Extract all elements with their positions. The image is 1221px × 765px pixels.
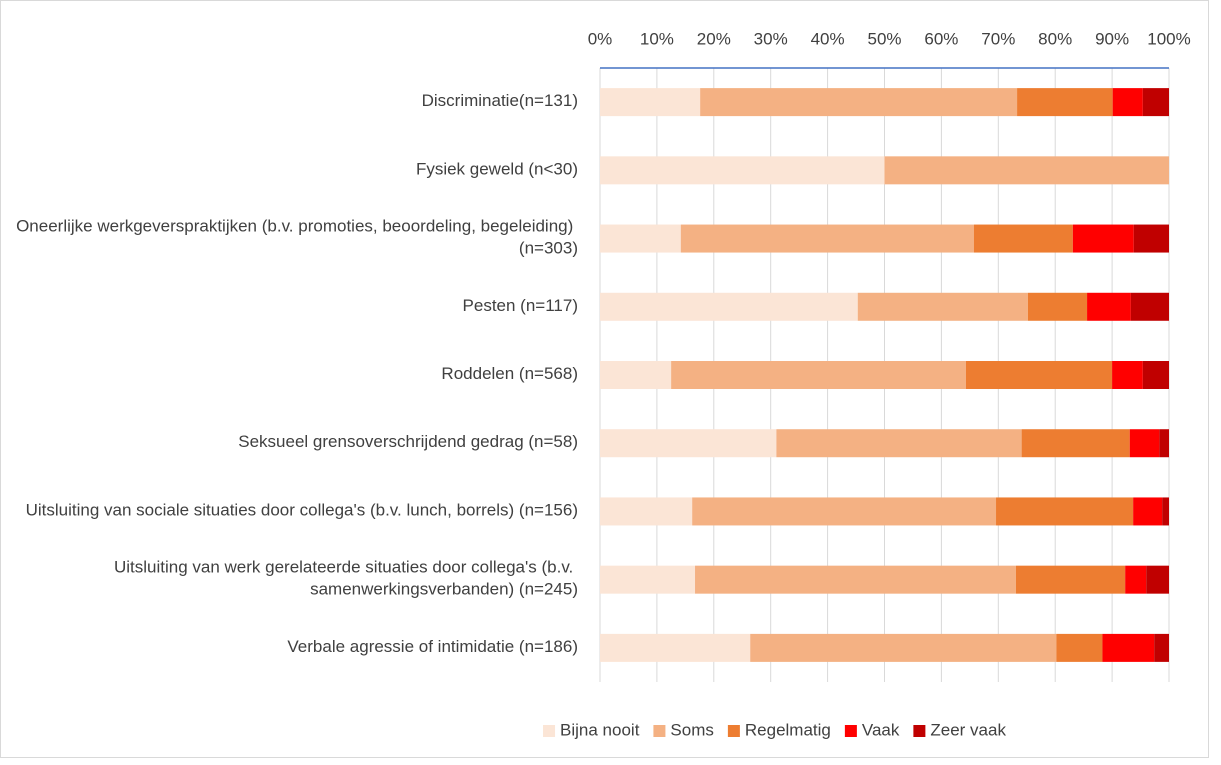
bar-segment <box>1154 633 1169 662</box>
y-tick-label: Oneerlijke werkgeverspraktijken (b.v. pr… <box>16 217 578 258</box>
bar-segment <box>1142 361 1169 389</box>
bar-segment <box>1021 429 1130 458</box>
bar-segment <box>600 633 751 662</box>
bar-segment <box>1146 565 1169 594</box>
x-tick-label: 90% <box>1095 29 1129 48</box>
y-tick-label: Roddelen (n=568) <box>441 364 578 383</box>
bar-segment <box>680 224 974 253</box>
bar-segment <box>600 429 777 458</box>
bar-segment <box>600 292 858 321</box>
bar-segment <box>1017 88 1113 117</box>
x-tick-label: 100% <box>1147 29 1190 48</box>
legend-swatch <box>844 725 857 737</box>
x-tick-label: 30% <box>754 29 788 48</box>
bar-segment <box>671 361 966 389</box>
bar-segment <box>996 497 1134 526</box>
bar-segment <box>600 88 701 117</box>
bar-segment <box>1087 292 1131 321</box>
bar-segment <box>750 633 1057 662</box>
legend: Bijna nooit Soms Regelmatig Vaak Zeer vaak <box>543 720 1006 739</box>
bar-segment <box>700 88 1018 117</box>
x-tick-label: 60% <box>924 29 958 48</box>
bar-segment <box>965 361 1113 389</box>
bar-segment <box>600 565 696 594</box>
x-tick-label: 40% <box>811 29 845 48</box>
y-tick-label: Fysiek geweld (n<30) <box>416 160 578 179</box>
bar-segment <box>973 224 1073 253</box>
bar-segment <box>1129 429 1160 458</box>
bar-segment <box>1102 633 1155 662</box>
x-tick-label: 10% <box>640 29 674 48</box>
bar-segment <box>695 565 1016 594</box>
bar-segment <box>600 361 672 389</box>
bar-segment <box>692 497 997 526</box>
bar-segment <box>1015 565 1126 594</box>
bar-segment <box>1162 497 1169 526</box>
y-tick-label: Pesten (n=117) <box>463 296 578 315</box>
bar-segment <box>1056 633 1103 662</box>
legend-label: Vaak <box>862 720 900 739</box>
legend-label: Bijna nooit <box>560 720 640 739</box>
y-tick-label: Discriminatie(n=131) <box>422 92 578 111</box>
x-tick-label: 80% <box>1038 29 1072 48</box>
bar-segment <box>884 156 1169 185</box>
bar-segment <box>1112 361 1143 389</box>
y-tick-label: Uitsluiting van sociale situaties door c… <box>26 501 578 520</box>
bar-segment <box>1159 429 1169 458</box>
y-tick-label: Seksueel grensoverschrijdend gedrag (n=5… <box>238 433 578 452</box>
legend-swatch <box>913 725 926 737</box>
legend-label: Regelmatig <box>745 720 831 739</box>
bar-segment <box>857 292 1028 321</box>
bar-segment <box>600 224 681 253</box>
legend-label: Zeer vaak <box>930 720 1006 739</box>
bar-segment <box>1125 565 1147 594</box>
bar-segment <box>1142 88 1169 117</box>
x-tick-label: 20% <box>697 29 731 48</box>
bar-segment <box>1072 224 1134 253</box>
bar-segment <box>1133 224 1169 253</box>
legend-swatch <box>727 725 740 737</box>
legend-swatch <box>653 725 666 737</box>
bar-segment <box>1027 292 1088 321</box>
x-tick-label: 70% <box>981 29 1015 48</box>
bar-segment <box>776 429 1022 458</box>
legend-swatch <box>543 725 556 737</box>
x-tick-label: 50% <box>867 29 901 48</box>
x-tick-label: 0% <box>588 29 613 48</box>
bar-segment <box>600 497 693 526</box>
bar-segment <box>1133 497 1163 526</box>
bar-segment <box>1112 88 1143 117</box>
y-tick-label: Uitsluiting van werk gerelateerde situat… <box>114 558 578 599</box>
bar-segment <box>600 156 885 185</box>
bar-segment <box>1130 292 1169 321</box>
legend-label: Soms <box>670 720 713 739</box>
y-tick-label: Verbale agressie of intimidatie (n=186) <box>287 637 578 656</box>
